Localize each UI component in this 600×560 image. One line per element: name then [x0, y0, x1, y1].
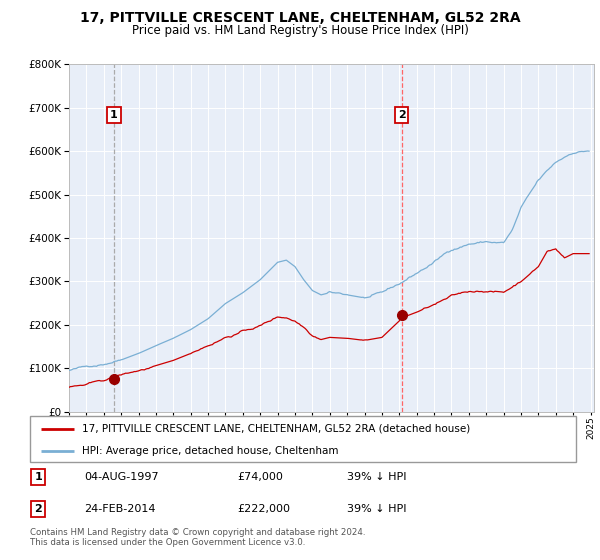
Text: £74,000: £74,000 — [238, 472, 283, 482]
Text: 1: 1 — [110, 110, 118, 120]
Text: 1: 1 — [34, 472, 42, 482]
Text: 04-AUG-1997: 04-AUG-1997 — [85, 472, 159, 482]
Text: 17, PITTVILLE CRESCENT LANE, CHELTENHAM, GL52 2RA: 17, PITTVILLE CRESCENT LANE, CHELTENHAM,… — [80, 11, 520, 25]
Text: 17, PITTVILLE CRESCENT LANE, CHELTENHAM, GL52 2RA (detached house): 17, PITTVILLE CRESCENT LANE, CHELTENHAM,… — [82, 424, 470, 434]
Text: 24-FEB-2014: 24-FEB-2014 — [85, 503, 156, 514]
Text: 39% ↓ HPI: 39% ↓ HPI — [347, 503, 406, 514]
Text: 2: 2 — [34, 503, 42, 514]
Text: Price paid vs. HM Land Registry's House Price Index (HPI): Price paid vs. HM Land Registry's House … — [131, 24, 469, 36]
Text: Contains HM Land Registry data © Crown copyright and database right 2024.
This d: Contains HM Land Registry data © Crown c… — [30, 528, 365, 547]
Text: HPI: Average price, detached house, Cheltenham: HPI: Average price, detached house, Chel… — [82, 446, 338, 455]
Text: 2: 2 — [398, 110, 406, 120]
Text: £222,000: £222,000 — [238, 503, 290, 514]
Text: 39% ↓ HPI: 39% ↓ HPI — [347, 472, 406, 482]
